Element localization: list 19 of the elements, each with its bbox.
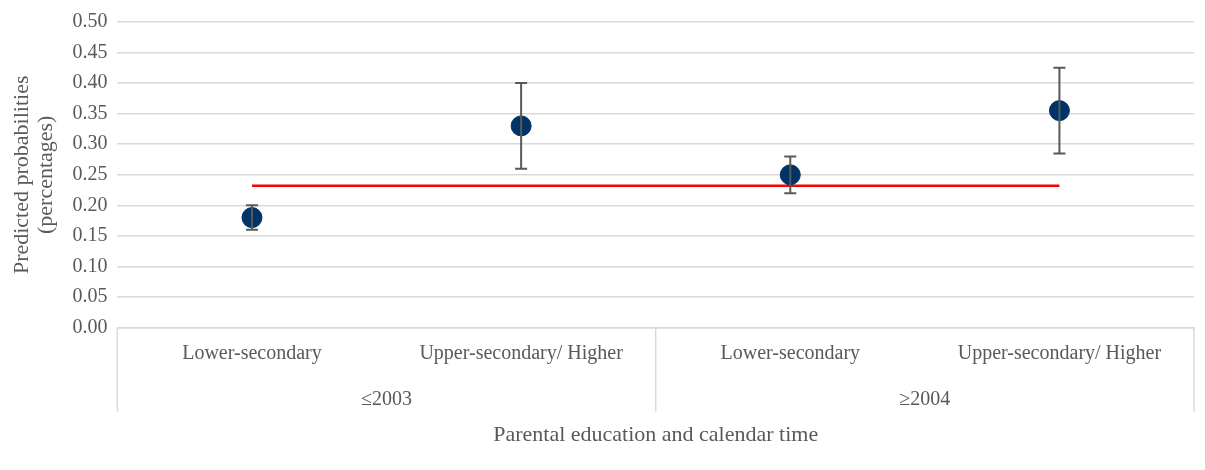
- y-tick-label: 0.05: [72, 284, 108, 307]
- x-axis-title: Parental education and calendar time: [493, 420, 819, 446]
- y-tick-label: 0.45: [72, 39, 108, 62]
- x-tick-label: Upper-secondary/ Higher: [957, 340, 1162, 364]
- text: ≥2004: [899, 386, 951, 409]
- y-tick-label: 0.30: [72, 131, 108, 154]
- y-axis-title: Predicted probabilities (percentages): [7, 75, 58, 275]
- y-tick-label: 0.10: [72, 253, 108, 276]
- y-tick-label: 0.15: [72, 223, 108, 246]
- x-tick-label: Lower-secondary: [182, 340, 322, 364]
- y-tick-label: 0.00: [72, 314, 108, 337]
- y-tick-label: 0.20: [72, 192, 108, 215]
- x-tick-label: Lower-secondary: [720, 340, 861, 364]
- y-tick-label: 0.40: [72, 70, 108, 93]
- text: ≤2003: [361, 386, 413, 409]
- y-tick-label: 0.35: [72, 100, 108, 123]
- y-tick-label: 0.25: [72, 162, 108, 185]
- y-tick-label: 0.50: [72, 9, 108, 32]
- x-tick-label: Upper-secondary/ Higher: [419, 340, 624, 364]
